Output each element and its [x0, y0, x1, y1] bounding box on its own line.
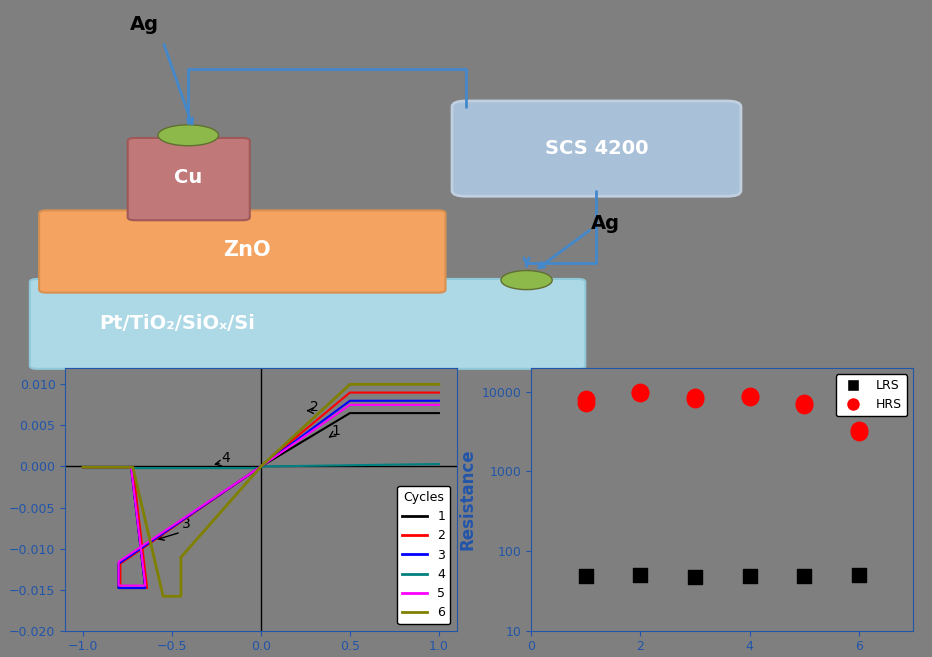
- FancyBboxPatch shape: [128, 138, 250, 220]
- Text: SCS 4200: SCS 4200: [544, 139, 649, 158]
- FancyBboxPatch shape: [452, 101, 741, 196]
- Point: [797, 400, 812, 411]
- LRS: [633, 570, 648, 580]
- Point: [851, 427, 866, 438]
- Point: [688, 394, 703, 405]
- HRS: [633, 387, 648, 397]
- HRS: [851, 425, 866, 436]
- Ellipse shape: [158, 125, 218, 146]
- FancyBboxPatch shape: [39, 210, 445, 292]
- HRS: [742, 391, 757, 401]
- HRS: [688, 392, 703, 402]
- LRS: [688, 572, 703, 583]
- FancyBboxPatch shape: [30, 279, 585, 369]
- Point: [742, 392, 757, 402]
- LRS: [579, 571, 594, 581]
- Text: 4: 4: [221, 451, 230, 465]
- Text: Ag: Ag: [130, 16, 159, 34]
- Point: [633, 388, 648, 399]
- Legend: LRS, HRS: LRS, HRS: [836, 374, 907, 417]
- Text: Ag: Ag: [591, 214, 621, 233]
- LRS: [797, 571, 812, 581]
- Text: Cu: Cu: [174, 168, 202, 187]
- Y-axis label: I (A): I (A): [0, 480, 4, 519]
- Point: [579, 398, 594, 409]
- Ellipse shape: [501, 271, 552, 290]
- LRS: [851, 570, 866, 580]
- Y-axis label: Resistance: Resistance: [459, 449, 476, 550]
- Legend: 1, 2, 3, 4, 5, 6: 1, 2, 3, 4, 5, 6: [397, 486, 450, 624]
- Text: Pt/TiO₂/SiOₓ/Si: Pt/TiO₂/SiOₓ/Si: [99, 315, 255, 333]
- Text: 2: 2: [310, 399, 319, 414]
- Text: ZnO: ZnO: [223, 240, 271, 260]
- Text: 3: 3: [182, 517, 191, 531]
- Text: 1: 1: [331, 424, 340, 438]
- HRS: [797, 398, 812, 409]
- LRS: [742, 570, 757, 581]
- HRS: [579, 394, 594, 405]
